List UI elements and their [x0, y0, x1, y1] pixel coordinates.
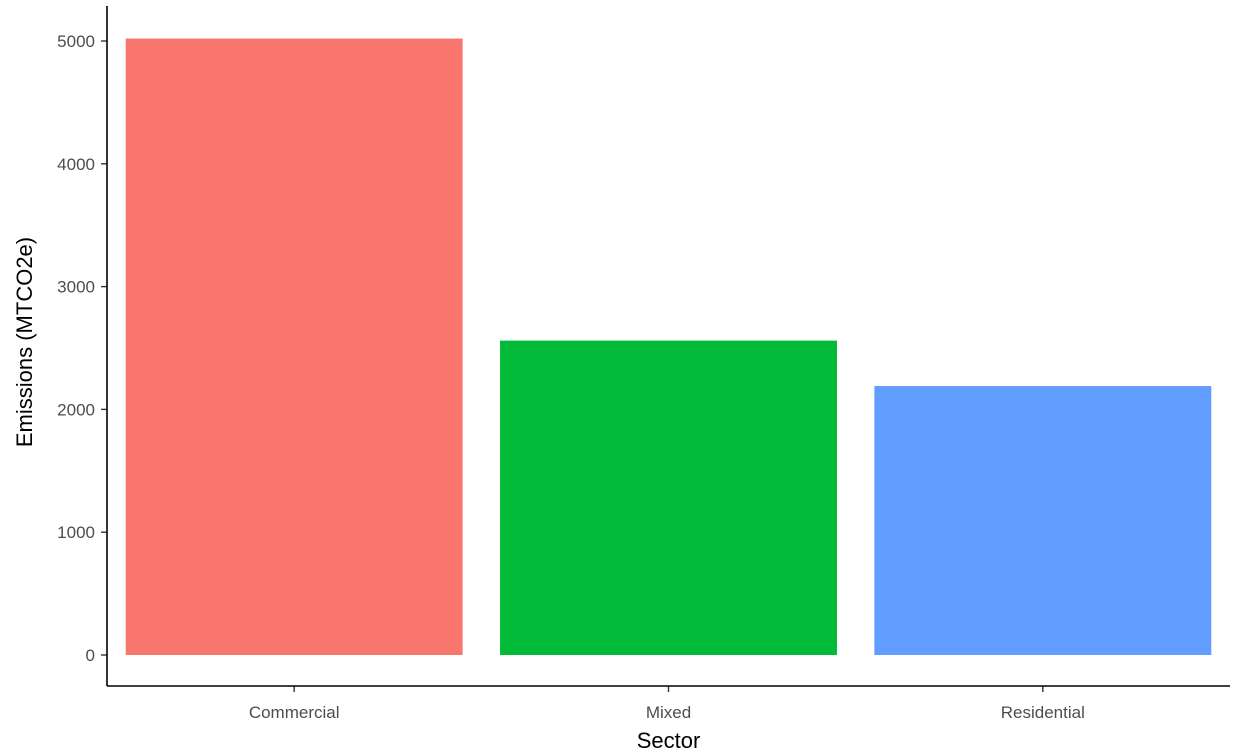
x-axis-title: Sector — [637, 728, 701, 753]
y-tick-label: 0 — [86, 646, 95, 665]
y-tick-label: 2000 — [57, 400, 95, 419]
x-tick-label: Commercial — [249, 703, 340, 722]
bar-commercial — [125, 38, 463, 655]
y-tick-label: 5000 — [57, 32, 95, 51]
y-tick-label: 3000 — [57, 278, 95, 297]
x-tick-label: Residential — [1001, 703, 1085, 722]
x-axis-ticks: Commercial Mixed Residential — [249, 686, 1085, 722]
bar-residential — [874, 386, 1212, 655]
bar-mixed — [500, 340, 837, 655]
x-tick-label: Mixed — [646, 703, 691, 722]
y-tick-label: 1000 — [57, 523, 95, 542]
y-axis-ticks: 0 1000 2000 3000 4000 5000 — [57, 32, 107, 665]
y-axis-title: Emissions (MTCO2e) — [12, 237, 37, 447]
bars-group — [125, 38, 1212, 655]
y-tick-label: 4000 — [57, 155, 95, 174]
